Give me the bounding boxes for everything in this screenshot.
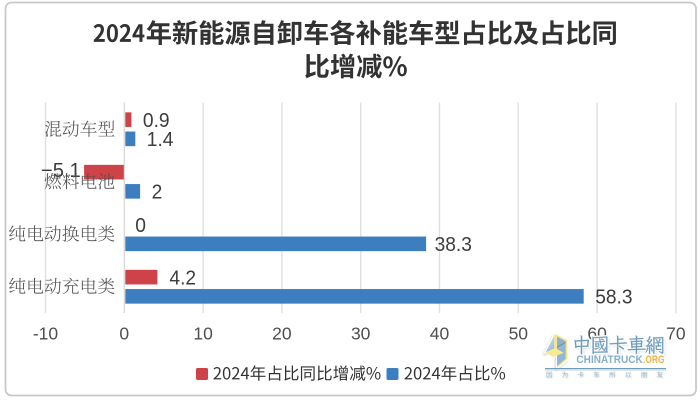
svg-text:0.9: 0.9 bbox=[143, 110, 170, 132]
svg-text:70: 70 bbox=[666, 324, 686, 344]
svg-text:4.2: 4.2 bbox=[169, 268, 196, 290]
svg-text:30: 30 bbox=[351, 324, 371, 344]
svg-text:10: 10 bbox=[193, 324, 213, 344]
svg-text:0: 0 bbox=[135, 215, 146, 237]
svg-text:1.4: 1.4 bbox=[147, 129, 174, 151]
svg-text:38.3: 38.3 bbox=[435, 234, 472, 256]
svg-text:40: 40 bbox=[430, 324, 450, 344]
svg-text:.ORG: .ORG bbox=[643, 354, 665, 366]
svg-text:2: 2 bbox=[152, 182, 163, 204]
svg-text:CHINATRUCK: CHINATRUCK bbox=[576, 354, 642, 366]
svg-text:50: 50 bbox=[509, 324, 529, 344]
svg-text:20: 20 bbox=[272, 324, 292, 344]
svg-text:0: 0 bbox=[119, 324, 129, 344]
svg-text:58.3: 58.3 bbox=[595, 287, 632, 309]
svg-text:−5.1: −5.1 bbox=[41, 160, 81, 182]
svg-text:-10: -10 bbox=[33, 324, 59, 344]
